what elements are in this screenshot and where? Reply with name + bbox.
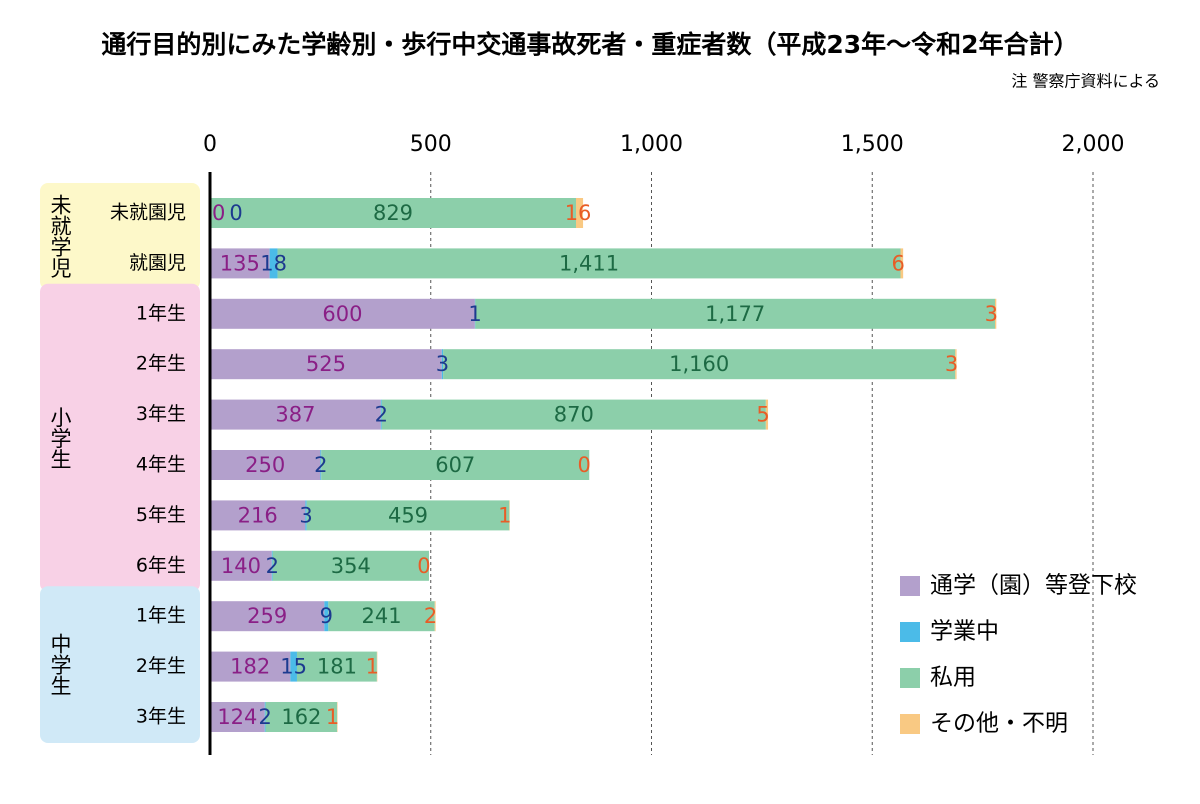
value-label: 6 bbox=[891, 251, 904, 275]
value-label: 259 bbox=[247, 604, 287, 628]
value-label: 135 bbox=[220, 251, 260, 275]
category-label: 2年生 bbox=[136, 655, 186, 677]
value-label: 18 bbox=[260, 251, 287, 275]
value-label: 15 bbox=[280, 655, 307, 679]
value-label: 3 bbox=[299, 503, 312, 527]
value-label: 182 bbox=[230, 655, 270, 679]
chart-title: 通行目的別にみた学齢別・歩行中交通事故死者・重症者数（平成23年〜令和2年合計） bbox=[101, 30, 1078, 59]
value-label: 2 bbox=[424, 604, 437, 628]
value-label: 0 bbox=[212, 201, 225, 225]
group-label: 未就学児 bbox=[48, 194, 72, 278]
x-tick-label: 500 bbox=[410, 132, 452, 157]
value-label: 0 bbox=[578, 453, 591, 477]
category-label: 1年生 bbox=[136, 605, 186, 627]
category-label: 就園児 bbox=[129, 252, 186, 274]
legend-label: 学業中 bbox=[930, 619, 999, 645]
category-label: 1年生 bbox=[136, 302, 186, 324]
value-label: 16 bbox=[565, 201, 592, 225]
x-tick-label: 1,500 bbox=[841, 132, 904, 157]
value-label: 1 bbox=[498, 503, 511, 527]
group-label: 小学生 bbox=[48, 406, 72, 469]
value-label: 1 bbox=[366, 655, 379, 679]
value-label: 1,411 bbox=[559, 251, 619, 275]
value-label: 1 bbox=[326, 705, 339, 729]
value-label: 354 bbox=[331, 554, 371, 578]
value-label: 241 bbox=[361, 604, 401, 628]
category-label: 5年生 bbox=[136, 504, 186, 526]
x-tick-label: 1,000 bbox=[620, 132, 683, 157]
value-label: 525 bbox=[306, 352, 346, 376]
legend-label: その他・不明 bbox=[930, 711, 1068, 737]
x-tick-label: 0 bbox=[203, 132, 217, 157]
value-label: 0 bbox=[229, 201, 242, 225]
value-label: 600 bbox=[322, 302, 362, 326]
value-label: 9 bbox=[320, 604, 333, 628]
legend-swatch bbox=[900, 714, 920, 734]
category-label: 2年生 bbox=[136, 353, 186, 375]
value-label: 459 bbox=[388, 503, 428, 527]
value-label: 1,177 bbox=[705, 302, 765, 326]
category-label: 4年生 bbox=[136, 454, 186, 476]
value-label: 2 bbox=[266, 554, 279, 578]
category-label: 3年生 bbox=[136, 403, 186, 425]
value-label: 216 bbox=[238, 503, 278, 527]
value-label: 870 bbox=[554, 403, 594, 427]
value-label: 829 bbox=[373, 201, 413, 225]
value-label: 181 bbox=[317, 655, 357, 679]
value-label: 3 bbox=[985, 302, 998, 326]
value-label: 2 bbox=[259, 705, 272, 729]
category-label: 3年生 bbox=[136, 706, 186, 728]
source-note: 注 警察庁資料による bbox=[1011, 72, 1160, 91]
legend-label: 通学（園）等登下校 bbox=[930, 573, 1137, 599]
value-label: 124 bbox=[217, 705, 257, 729]
value-label: 250 bbox=[245, 453, 285, 477]
value-label: 387 bbox=[275, 403, 315, 427]
value-label: 2 bbox=[375, 403, 388, 427]
x-tick-label: 2,000 bbox=[1062, 132, 1125, 157]
value-label: 3 bbox=[945, 352, 958, 376]
legend-swatch bbox=[900, 576, 920, 596]
value-label: 5 bbox=[756, 403, 769, 427]
category-label: 未就園児 bbox=[110, 202, 186, 224]
value-label: 1 bbox=[468, 302, 481, 326]
value-label: 162 bbox=[281, 705, 321, 729]
legend-swatch bbox=[900, 622, 920, 642]
value-label: 0 bbox=[417, 554, 430, 578]
group-label: 中学生 bbox=[48, 633, 72, 696]
value-label: 607 bbox=[435, 453, 475, 477]
value-label: 2 bbox=[314, 453, 327, 477]
category-label: 6年生 bbox=[136, 554, 186, 576]
value-label: 140 bbox=[221, 554, 261, 578]
legend-label: 私用 bbox=[930, 665, 976, 691]
value-label: 3 bbox=[436, 352, 449, 376]
legend-swatch bbox=[900, 668, 920, 688]
value-label: 1,160 bbox=[669, 352, 729, 376]
